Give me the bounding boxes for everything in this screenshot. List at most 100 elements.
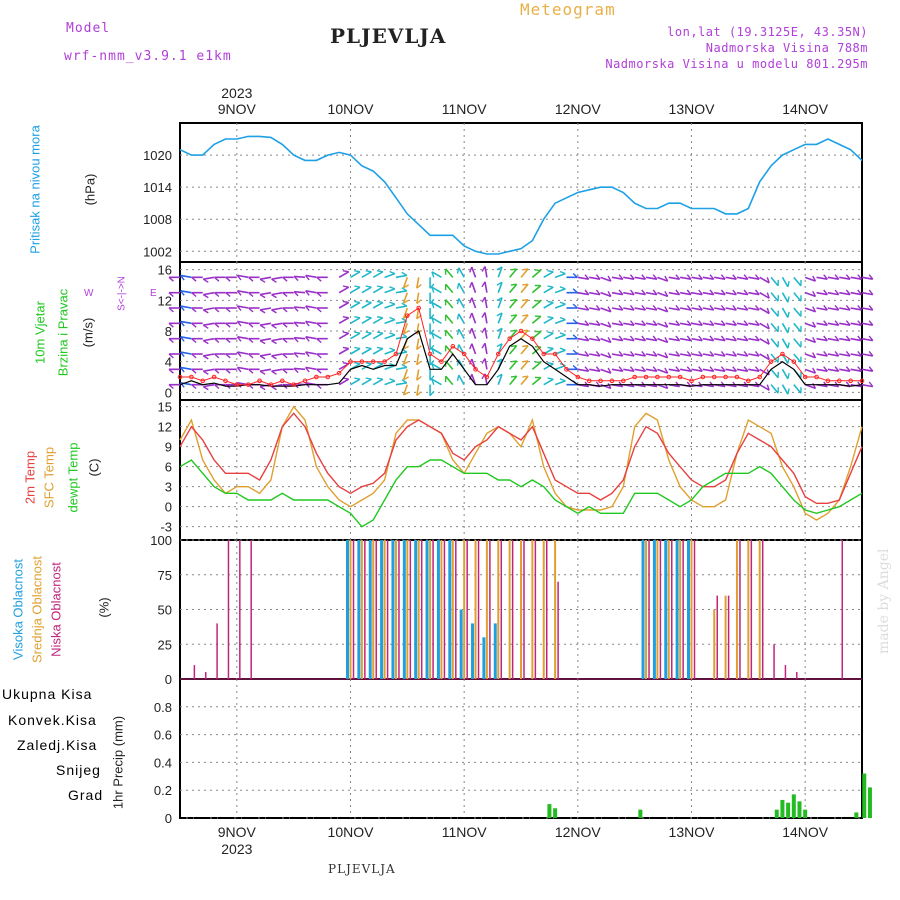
- wind-barb: [770, 307, 779, 317]
- wind-barb-flag: [547, 346, 554, 350]
- wind-barb: [372, 317, 384, 325]
- wind-barb: [554, 334, 566, 340]
- wind-barb: [793, 353, 802, 363]
- wind-barb-flag: [389, 301, 396, 305]
- wind-barb: [793, 276, 802, 287]
- wind-barb: [645, 307, 658, 311]
- wind-barb: [395, 290, 407, 294]
- wind-barb-flag: [743, 335, 749, 342]
- wind-barb-flag: [675, 274, 681, 280]
- wind-barb: [402, 384, 409, 396]
- wind-barb-flag: [629, 304, 635, 311]
- wind-barb: [350, 317, 361, 325]
- wind-barb-flag: [547, 377, 554, 380]
- wind-barb: [431, 286, 442, 294]
- wind-barb-flag: [429, 314, 435, 320]
- wind-barb: [839, 337, 851, 342]
- wind-barb: [543, 332, 554, 340]
- compass-w: W: [84, 288, 94, 299]
- wind-barb-flag: [248, 322, 254, 328]
- wind-barb-flag: [754, 289, 760, 296]
- lonlat-text: lon,lat (19.3125E, 43.35N): [667, 25, 868, 39]
- wind-barb: [361, 286, 372, 294]
- wind-barb-flag: [664, 275, 669, 282]
- top-year-label: 2023: [221, 85, 252, 101]
- wind-barb-flag: [845, 320, 851, 326]
- wind-barb: [305, 305, 317, 309]
- precip-total-bar: [780, 799, 785, 818]
- wind-barb-flag: [481, 281, 486, 288]
- wind-barb: [589, 368, 601, 372]
- wind-barb-flag: [429, 390, 435, 397]
- wind-barb: [445, 299, 454, 309]
- wind-barb: [816, 322, 828, 326]
- wind-barb: [384, 334, 396, 340]
- wind-barb: [850, 307, 862, 311]
- wind-barb: [531, 269, 542, 278]
- wind-barb: [600, 337, 612, 344]
- wind-barb-flag: [857, 350, 863, 357]
- wind-gust-point: [416, 305, 422, 311]
- wind-barb: [338, 301, 350, 309]
- wind-barb-flag: [214, 292, 220, 298]
- wind-barb-flag: [868, 381, 874, 388]
- wind-barb-flag: [812, 352, 817, 359]
- wind-barb: [714, 353, 726, 357]
- wind-barb-flag: [812, 367, 817, 374]
- bottom-x-tick-label: 10NOV: [328, 824, 375, 840]
- wind-barb-flag: [342, 346, 349, 350]
- wind-barb-flag: [431, 363, 435, 370]
- wind-barb-flag: [823, 274, 828, 280]
- wind-barb-flag: [845, 304, 851, 311]
- wind-barb-flag: [342, 270, 349, 273]
- bottom-x-tick-label: 13NOV: [669, 824, 716, 840]
- wind-barb-flag: [686, 335, 692, 342]
- wind-barb-flag: [510, 283, 517, 286]
- wind-barb-flag: [572, 334, 578, 340]
- wind-barb-flag: [787, 326, 790, 334]
- wind-barb: [237, 366, 249, 371]
- wind-barb-flag: [698, 381, 703, 388]
- wind-gust-point: [200, 378, 206, 384]
- wind-gust-point: [280, 378, 285, 384]
- wind-barb-flag: [675, 320, 681, 326]
- wind-barb: [395, 274, 407, 279]
- wind-barb-flag: [686, 350, 692, 357]
- wind-barb: [804, 322, 816, 328]
- wind-barb: [589, 337, 601, 342]
- precip-total-bar: [803, 809, 808, 818]
- wind-barb-flag: [559, 301, 566, 305]
- wind-barb-flag: [416, 345, 422, 351]
- wind-barb-flag: [629, 335, 635, 342]
- wind-barb: [554, 288, 566, 294]
- wind-barb: [294, 352, 306, 355]
- wind-barb-flag: [389, 378, 396, 382]
- wind-barb-flag: [652, 304, 658, 311]
- temp-y-tick-label: 9: [165, 440, 172, 455]
- wind-barb: [714, 276, 726, 280]
- wind-barb: [634, 368, 646, 372]
- wind-barb-flag: [259, 293, 266, 299]
- wind-barb: [484, 281, 488, 293]
- wind-barb-flag: [496, 266, 503, 271]
- wind-barb-flag: [305, 320, 310, 327]
- wind-barb: [702, 368, 714, 372]
- wind-barb: [804, 368, 816, 374]
- wind-barb: [237, 305, 249, 309]
- wind-barb: [770, 338, 779, 348]
- wind-barb-flag: [510, 329, 517, 332]
- wind-barb-flag: [812, 290, 817, 297]
- wind-barb-flag: [225, 322, 231, 328]
- wind-barb: [431, 332, 442, 340]
- wind-barb-flag: [202, 278, 209, 283]
- wind-barb: [850, 276, 862, 280]
- wind-barb: [702, 307, 714, 311]
- precip-y-tick-label: 0.4: [154, 755, 172, 770]
- wind-barb: [691, 337, 703, 342]
- wind-barb-flag: [342, 362, 349, 365]
- wind-barb: [431, 271, 442, 279]
- wind-barb-flag: [342, 285, 349, 288]
- top-x-tick-label: 11NOV: [442, 101, 488, 117]
- wind-barb: [305, 320, 317, 325]
